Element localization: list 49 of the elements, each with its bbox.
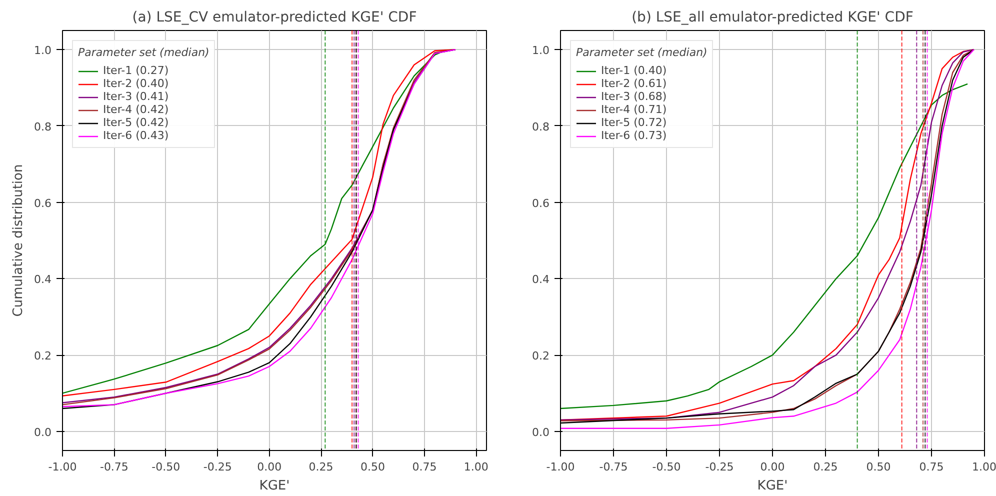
x-tick-label: 0.25 bbox=[813, 460, 838, 474]
y-tick-label: 0.4 bbox=[532, 273, 550, 286]
y-axis-title: Cumulative distribution bbox=[11, 164, 26, 317]
x-axis-title: KGE' bbox=[259, 478, 290, 494]
y-tick-label: 0.0 bbox=[532, 426, 550, 439]
x-tick-label: 0.25 bbox=[308, 460, 334, 474]
y-tick-label: 0.8 bbox=[532, 120, 550, 134]
x-tick-label: -0.25 bbox=[705, 460, 734, 474]
y-tick-label: 0.8 bbox=[34, 120, 52, 134]
legend-label: Iter-5 (0.42) bbox=[103, 116, 169, 129]
legend-label: Iter-4 (0.42) bbox=[103, 103, 169, 116]
chart-title: (a) LSE_CV emulator-predicted KGE' CDF bbox=[132, 10, 417, 26]
x-tick-label: -0.50 bbox=[652, 460, 681, 474]
legend-label: Iter-4 (0.71) bbox=[601, 103, 667, 116]
x-tick-label: 1.00 bbox=[464, 460, 488, 474]
legend-label: Iter-3 (0.41) bbox=[103, 90, 169, 103]
x-tick-label: 0.50 bbox=[866, 460, 891, 474]
legend-label: Iter-2 (0.40) bbox=[103, 77, 169, 90]
x-axis-title: KGE' bbox=[757, 478, 788, 494]
y-tick-label: 1.0 bbox=[532, 44, 550, 58]
y-tick-label: 0.6 bbox=[34, 196, 52, 210]
legend-label: Iter-1 (0.40) bbox=[601, 64, 667, 77]
y-tick-label: 0.2 bbox=[34, 350, 52, 363]
x-tick-label: -1.00 bbox=[48, 460, 77, 474]
y-tick-label: 0.6 bbox=[532, 196, 550, 210]
x-tick-label: 0.75 bbox=[412, 460, 437, 474]
x-tick-label: -0.75 bbox=[599, 460, 628, 474]
legend-label: Iter-6 (0.43) bbox=[103, 129, 169, 142]
x-tick-label: 0.50 bbox=[360, 460, 385, 474]
x-tick-label: -0.50 bbox=[152, 460, 180, 474]
legend-label: Iter-1 (0.27) bbox=[103, 64, 169, 77]
x-tick-label: 0.00 bbox=[257, 460, 282, 474]
legend-title: Parameter set (median) bbox=[78, 46, 210, 59]
legend-label: Iter-5 (0.72) bbox=[601, 116, 667, 129]
x-tick-label: -1.00 bbox=[546, 460, 575, 474]
x-tick-label: -0.25 bbox=[203, 460, 232, 474]
legend-label: Iter-3 (0.68) bbox=[601, 90, 667, 103]
x-tick-label: 1.00 bbox=[972, 460, 996, 474]
chart-title: (b) LSE_all emulator-predicted KGE' CDF bbox=[632, 10, 914, 26]
x-tick-label: 0.75 bbox=[919, 460, 944, 474]
legend-label: Iter-2 (0.61) bbox=[601, 77, 667, 90]
x-tick-label: -0.75 bbox=[100, 460, 128, 474]
y-tick-label: 0.4 bbox=[34, 273, 52, 286]
y-tick-label: 0.0 bbox=[34, 426, 52, 439]
y-tick-label: 0.2 bbox=[532, 350, 550, 363]
x-tick-label: 0.00 bbox=[760, 460, 785, 474]
y-tick-label: 1.0 bbox=[34, 44, 52, 58]
legend-label: Iter-6 (0.73) bbox=[601, 129, 667, 142]
legend-title: Parameter set (median) bbox=[576, 46, 708, 59]
